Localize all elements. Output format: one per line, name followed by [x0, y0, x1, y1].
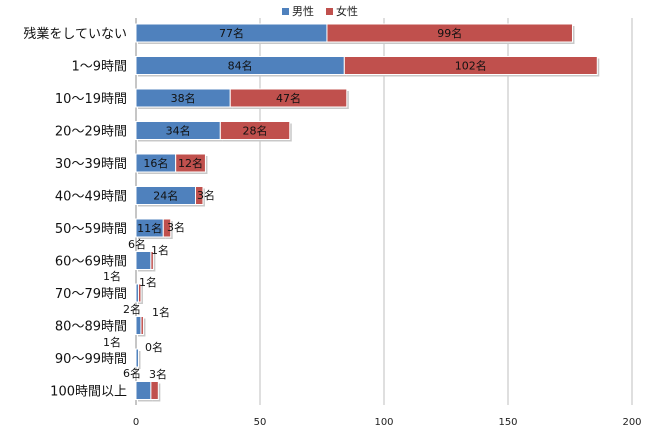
category-label: 1～9時間: [71, 60, 127, 75]
data-label-female: 28名: [243, 124, 268, 138]
data-label-female: 1名: [152, 305, 170, 319]
category-label: 残業をしていない: [23, 26, 127, 42]
data-label-female: 12名: [178, 156, 203, 170]
category-label: 10～19時間: [55, 92, 127, 107]
category-label: 90～99時間: [55, 352, 127, 367]
bar-shadow: [138, 351, 141, 369]
bar-female: [343, 56, 598, 75]
bar-male: [135, 348, 139, 368]
bar-female: [175, 153, 206, 173]
data-label-male: 16名: [143, 156, 168, 170]
data-label-male: 6名: [128, 237, 146, 251]
category-label: 20～29時間: [55, 125, 127, 140]
data-label-male: 1名: [103, 269, 121, 283]
legend-swatch-male: [282, 7, 289, 15]
data-label-female: 0名: [145, 340, 163, 354]
data-label-female: 3名: [197, 188, 215, 202]
data-label-female: 47名: [276, 91, 301, 105]
bar-shadow: [140, 286, 143, 304]
data-label-male: 6名: [123, 366, 141, 380]
x-tick-label: 100: [374, 417, 393, 428]
legend-label-male: 男性: [292, 5, 314, 18]
data-label-female: 1名: [151, 243, 169, 257]
bar-shadow: [142, 318, 146, 337]
category-label: 80～89時間: [55, 320, 127, 335]
legend: 男性 女性: [282, 3, 358, 19]
data-label-male: 1名: [103, 335, 121, 349]
bar-male: [135, 316, 142, 335]
data-label-male: 11名: [137, 221, 162, 235]
category-label: 30～39時間: [55, 157, 127, 172]
category-label: 50～59時間: [55, 222, 127, 237]
data-label-male: 2名: [123, 302, 141, 316]
legend-item-male: 男性: [282, 3, 314, 19]
data-label-male: 38名: [171, 91, 196, 105]
x-tick-label: 150: [498, 417, 517, 428]
data-label-female: 3名: [167, 220, 185, 234]
data-label-female: 3名: [149, 367, 167, 381]
data-label-female: 99名: [437, 26, 462, 40]
data-label-female: 102名: [455, 59, 487, 73]
x-tick-label: 0: [133, 417, 139, 428]
category-label: 40～49時間: [55, 190, 127, 205]
bar-female: [150, 251, 154, 270]
bar-shadow: [152, 253, 156, 272]
data-label-male: 34名: [166, 124, 191, 138]
bar-female: [326, 23, 573, 43]
x-tick-label: 200: [622, 417, 641, 428]
bar-female: [137, 283, 142, 303]
category-label: 100時間以上: [50, 385, 127, 400]
bar-male: [135, 381, 152, 400]
category-label: 70～79時間: [55, 287, 127, 302]
bar-female: [150, 381, 159, 400]
bar-female: [229, 88, 348, 108]
bar-male: [135, 251, 152, 270]
category-label: 60～69時間: [55, 255, 127, 270]
bar-female: [219, 121, 291, 140]
legend-swatch-female: [326, 7, 333, 15]
x-tick-label: 50: [254, 417, 267, 428]
bar-female: [195, 186, 204, 205]
data-label-male: 24名: [153, 189, 178, 203]
data-label-female: 1名: [139, 275, 157, 289]
data-label-male: 77名: [219, 26, 244, 40]
legend-label-female: 女性: [336, 5, 358, 18]
bar-female: [140, 316, 144, 335]
bar-female: [162, 218, 172, 238]
legend-item-female: 女性: [326, 3, 358, 19]
data-label-male: 84名: [228, 59, 253, 73]
